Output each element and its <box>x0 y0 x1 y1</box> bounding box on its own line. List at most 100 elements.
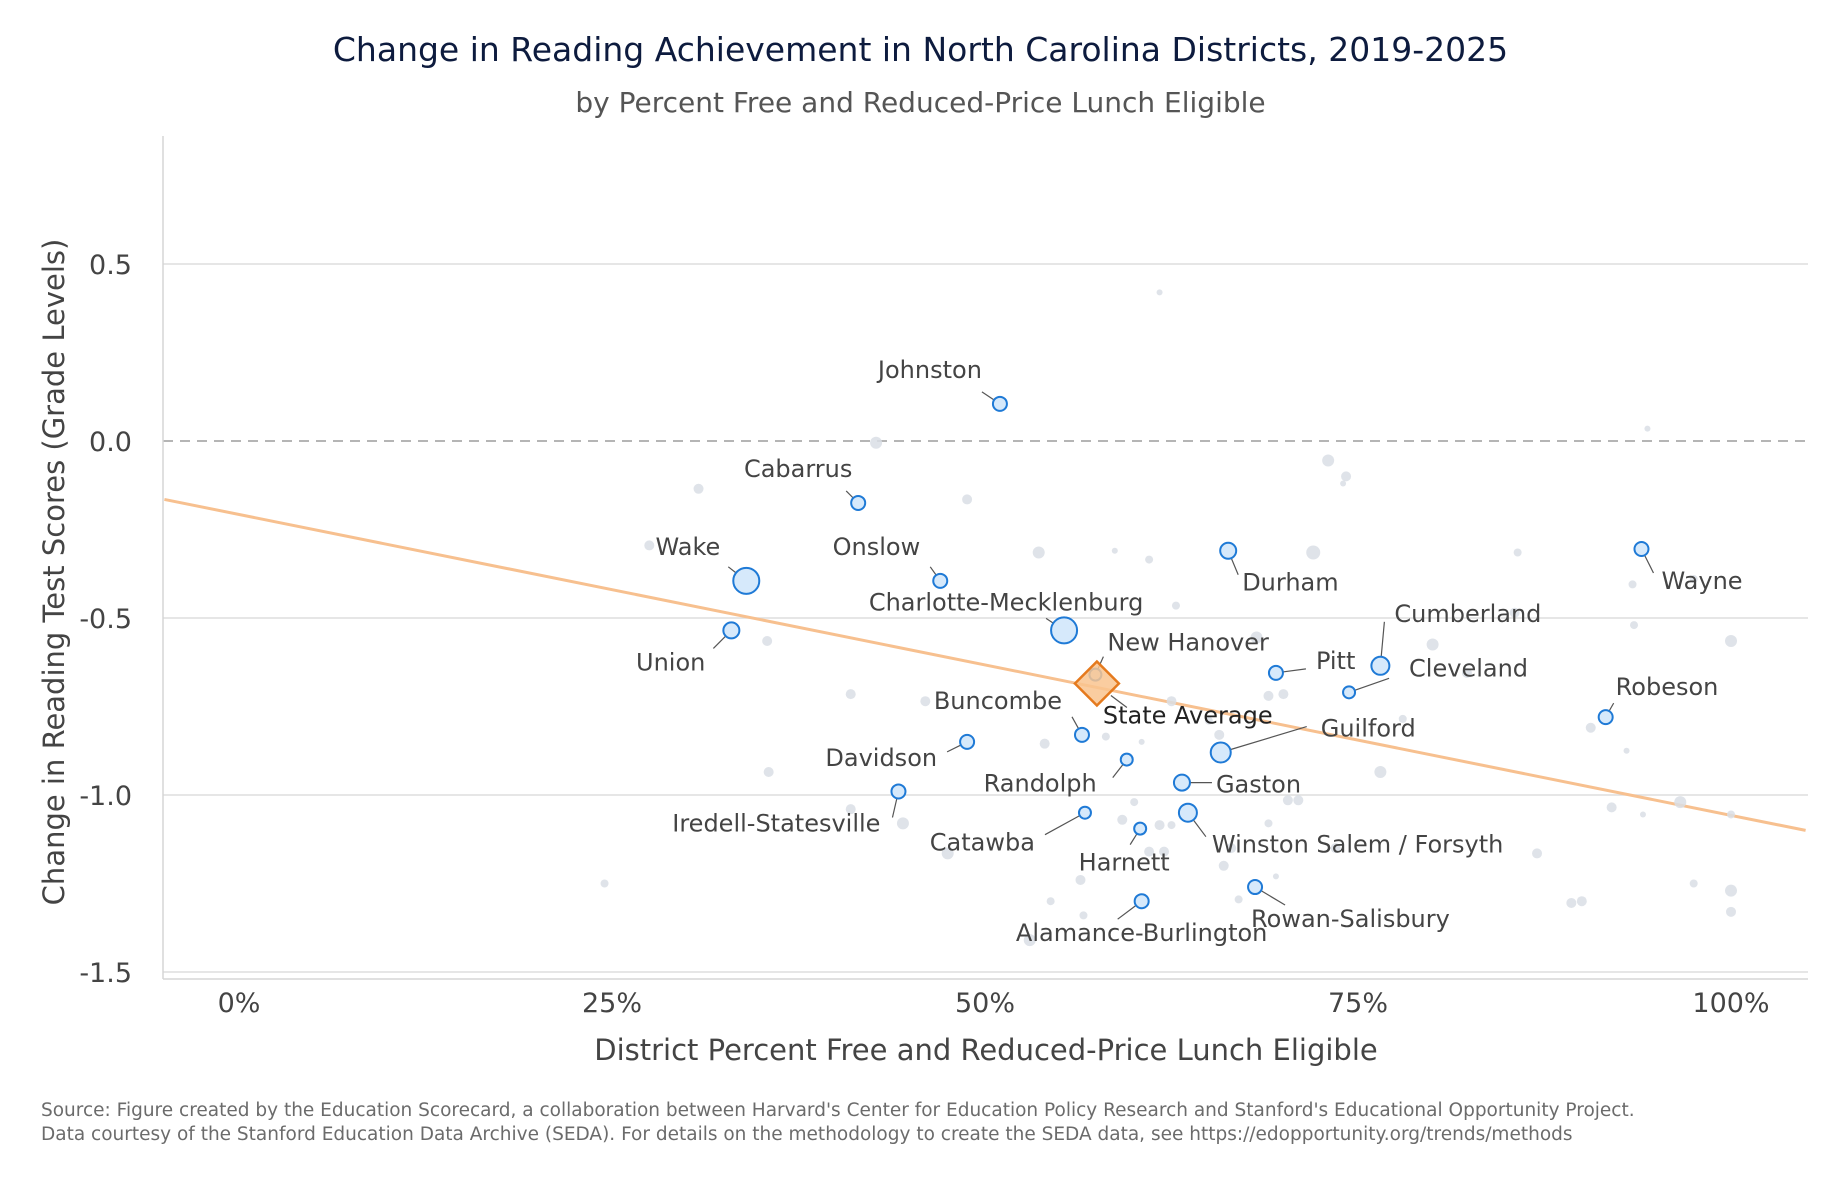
x-tick-label: 75% <box>1328 988 1388 1019</box>
label-leader-line <box>1071 716 1080 729</box>
district-point <box>600 879 609 888</box>
district-label: Winston Salem / Forsyth <box>1212 831 1503 859</box>
district-label: Cabarrus <box>744 455 852 483</box>
highlighted-district-point <box>1133 821 1148 836</box>
district-point <box>1532 848 1543 859</box>
district-point <box>1725 884 1737 897</box>
district-label: Wake <box>656 533 721 561</box>
district-point <box>1138 738 1145 745</box>
district-label: Onslow <box>833 533 921 561</box>
label-leader-line <box>1354 677 1390 691</box>
label-leaders <box>712 391 1655 920</box>
district-point <box>920 696 931 707</box>
district-label: Gaston <box>1216 771 1301 799</box>
x-tick-label: 0% <box>218 988 261 1019</box>
label-leader-line <box>891 798 898 818</box>
district-point <box>1171 601 1180 610</box>
background-points <box>600 289 1737 947</box>
state-average-label: State Average <box>1103 701 1273 729</box>
district-point <box>1566 897 1577 908</box>
state-average-layer <box>1073 659 1128 708</box>
highlighted-district-point <box>722 621 741 640</box>
district-point <box>644 540 655 551</box>
district-label: Davidson <box>825 744 937 772</box>
district-label: Robeson <box>1616 673 1719 701</box>
district-label: Wayne <box>1661 567 1742 595</box>
district-point <box>763 766 774 777</box>
highlighted-district-point <box>1209 741 1232 764</box>
district-point <box>1111 547 1118 554</box>
x-tick-label: 100% <box>1692 988 1769 1019</box>
highlighted-district-point <box>890 783 907 800</box>
district-point <box>1639 811 1646 818</box>
label-leader-line <box>845 490 854 499</box>
highlighted-district-point <box>1077 805 1092 820</box>
label-leader-line <box>1110 695 1128 708</box>
district-point <box>1340 480 1347 487</box>
district-point <box>1330 843 1341 854</box>
district-point <box>1725 635 1737 648</box>
district-label: Rowan-Salisbury <box>1251 905 1450 933</box>
point-labels: Johnston Cabarrus Wake Onslow Union Charlotte… <box>636 356 1743 947</box>
district-point <box>1167 821 1176 830</box>
x-axis-label: District Percent Free and Reduced-Price … <box>594 1033 1378 1067</box>
district-point <box>1727 810 1735 819</box>
district-point <box>1079 911 1088 920</box>
highlighted-district-point <box>1133 893 1150 910</box>
label-leader-line <box>1192 819 1207 838</box>
district-point <box>962 494 973 505</box>
y-tick-label: -1.0 <box>79 781 132 812</box>
district-label: Cumberland <box>1394 600 1541 628</box>
highlighted-points <box>722 395 1650 910</box>
district-point <box>1628 580 1637 589</box>
trend-line <box>164 497 1806 832</box>
district-point <box>1513 548 1522 557</box>
district-point <box>1606 802 1617 813</box>
label-leader-line <box>712 635 727 649</box>
district-point <box>941 847 954 860</box>
district-point <box>1585 722 1596 733</box>
label-leader-line <box>1230 725 1307 751</box>
highlighted-district-point <box>991 395 1008 412</box>
label-leader-line <box>727 566 737 574</box>
district-point <box>1278 689 1289 700</box>
y-tick-label: 0.0 <box>89 427 132 458</box>
district-point <box>1630 621 1639 630</box>
district-point <box>1032 546 1045 559</box>
district-point <box>896 817 909 830</box>
gridlines <box>163 263 1808 973</box>
district-point <box>1117 814 1128 825</box>
highlighted-district-point <box>1050 616 1079 645</box>
district-point <box>1689 879 1698 888</box>
highlighted-district-point <box>1219 541 1238 560</box>
district-point <box>1250 631 1263 644</box>
district-point <box>1144 846 1155 857</box>
district-label: Randolph <box>984 770 1097 798</box>
district-label: Charlotte-Mecklenburg <box>869 588 1143 616</box>
district-label: New Hanover <box>1107 629 1269 657</box>
district-label: Pitt <box>1316 647 1355 675</box>
district-point <box>1159 846 1170 857</box>
district-point <box>762 636 773 647</box>
district-point <box>1374 765 1387 778</box>
label-leader-line <box>981 391 995 401</box>
source-note-line-2: Data courtesy of the Stanford Education … <box>41 1124 1573 1145</box>
label-leader-line <box>1608 702 1615 712</box>
highlighted-district-point <box>1247 879 1264 896</box>
highlighted-district-point <box>850 494 867 511</box>
district-point <box>693 483 704 494</box>
district-label: Catawba <box>930 829 1035 857</box>
district-label: Iredell-Statesville <box>672 809 880 837</box>
label-leader-line <box>946 744 962 753</box>
trend-line-layer <box>164 497 1806 832</box>
district-label: Union <box>636 648 705 676</box>
district-point <box>1130 798 1139 807</box>
label-leader-line <box>1380 621 1385 657</box>
district-point <box>1576 896 1587 907</box>
highlighted-district-point <box>932 572 949 589</box>
district-label: Harnett <box>1079 849 1170 877</box>
district-point <box>1145 555 1154 564</box>
chart-title: Change in Reading Achievement in North C… <box>332 30 1509 69</box>
source-note-line-1: Source: Figure created by the Education … <box>41 1100 1635 1121</box>
district-point <box>1306 545 1321 560</box>
